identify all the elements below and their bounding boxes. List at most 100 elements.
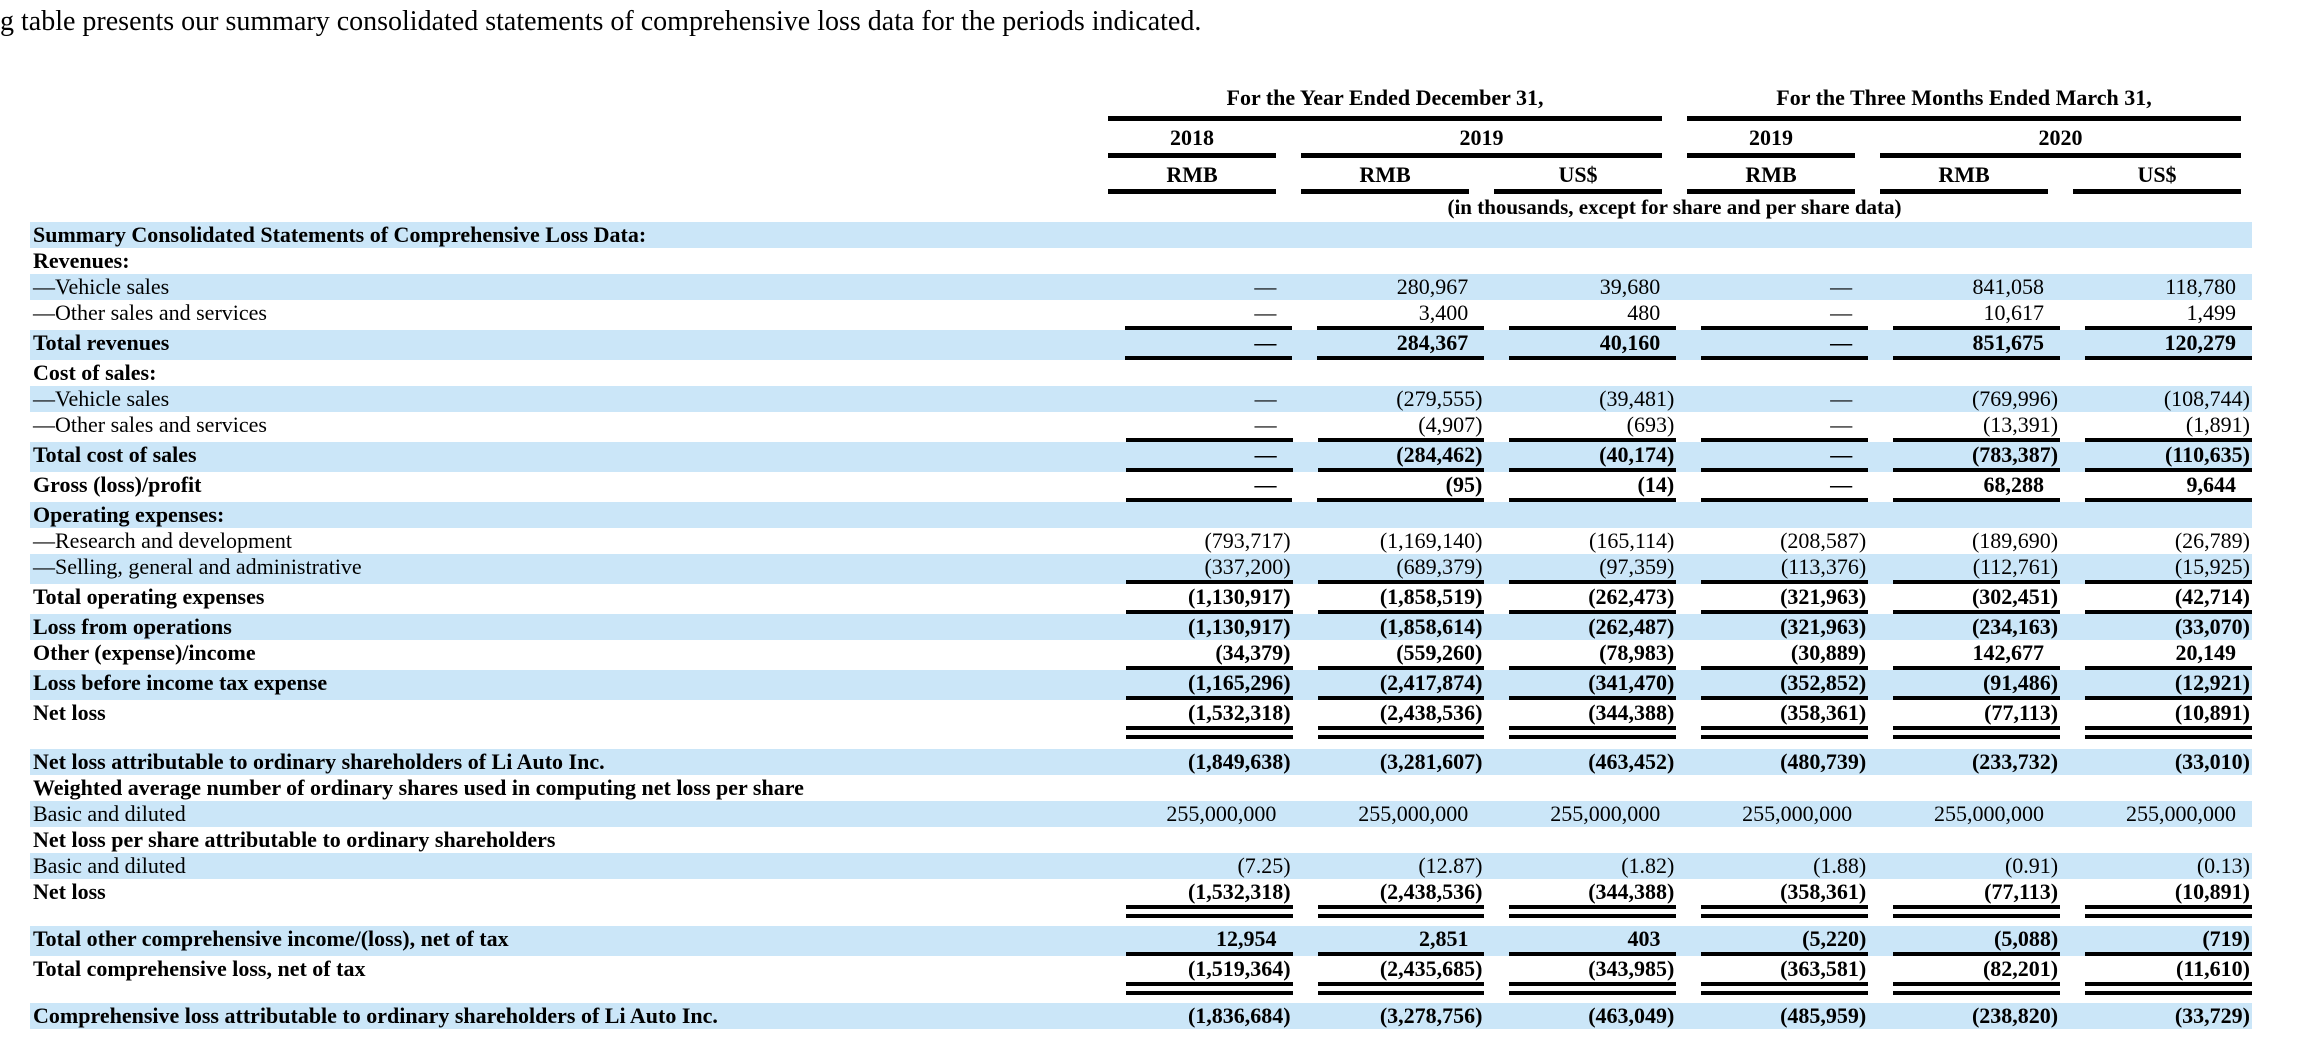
table-row: Net loss (1,532,318) (2,438,536) (344,388) (… [30, 700, 2252, 739]
value-cell: (480,739) [1780, 749, 1867, 774]
value-cell [1126, 360, 1293, 386]
row-label: —Vehicle sales [33, 274, 170, 299]
value-cell: 39,680 [1599, 274, 1661, 299]
table-row: —Vehicle sales — 280,967 39,680 — 841,058 118,… [30, 274, 2252, 300]
header-rule [1108, 189, 1276, 194]
header-currency: RMB [1166, 162, 1218, 187]
value-cell: 68,288 [1893, 472, 2061, 502]
table-row: Total revenues — 284,367 40,160 — 851,675 120,… [30, 330, 2252, 360]
table-row: Comprehensive loss attributable to ordin… [30, 1003, 2252, 1029]
value-cell [2085, 248, 2252, 274]
value-cell [1893, 248, 2060, 274]
value-cell: (5,088) [1893, 926, 2061, 956]
header-rule [1108, 153, 1276, 158]
value-cell: (769,996) [1971, 386, 2059, 411]
header-rule [1301, 153, 1662, 158]
value-cell [1509, 775, 1676, 801]
header-currency: RMB [1938, 162, 1990, 187]
header-rule [1687, 189, 1855, 194]
value-cell: (1,519,364) [1125, 956, 1293, 995]
value-cell [1318, 360, 1485, 386]
value-cell [1701, 360, 1868, 386]
value-cell [1126, 248, 1293, 274]
value-cell [1701, 775, 1868, 801]
table-row: Total cost of sales — (284,462) (40,174) — (7… [30, 442, 2252, 472]
value-cell [1126, 775, 1293, 801]
table-row: Net loss per share attributable to ordin… [30, 827, 2252, 853]
value-cell [1893, 360, 2060, 386]
value-cell: (26,789) [2174, 528, 2250, 553]
value-cell: 1,499 [2085, 300, 2252, 330]
value-cell: (2,435,685) [1317, 956, 1485, 995]
header-currency: RMB [1745, 162, 1797, 187]
value-cell: (12,921) [2085, 670, 2252, 700]
value-cell: (234,163) [1971, 614, 2059, 639]
value-cell: (1.82) [1621, 853, 1675, 878]
value-cell: (42,714) [2085, 584, 2252, 614]
value-cell: 40,160 [1509, 330, 1677, 360]
value-cell: (3,281,607) [1379, 749, 1483, 774]
value-cell: (5,220) [1701, 926, 1869, 956]
value-cell [1509, 827, 1676, 853]
value-cell: (358,361) [1701, 700, 1869, 739]
value-cell: (7.25) [1237, 853, 1291, 878]
value-cell: (321,963) [1701, 584, 1869, 614]
units-note: (in thousands, except for share and per … [1447, 195, 1902, 219]
row-label: Net loss attributable to ordinary shareh… [33, 749, 605, 774]
value-cell [1509, 502, 1676, 528]
value-cell: (1,532,318) [1125, 700, 1293, 739]
row-label: Loss before income tax expense [33, 670, 328, 695]
value-cell: 255,000,000 [1166, 801, 1277, 826]
value-cell: — [1701, 472, 1869, 502]
value-cell: (463,452) [1588, 749, 1675, 774]
value-cell: (10,891) [2085, 879, 2252, 918]
value-cell: (2,417,874) [1317, 670, 1485, 700]
value-cell: (15,925) [2085, 554, 2252, 584]
value-cell: 841,058 [1972, 274, 2045, 299]
value-cell: (34,379) [1125, 640, 1293, 670]
row-label: Revenues: [33, 248, 130, 273]
table-row: Cost of sales: [30, 360, 2252, 386]
value-cell: (358,361) [1701, 879, 1869, 918]
value-cell [1126, 502, 1293, 528]
header-currency: US$ [2137, 162, 2177, 187]
value-cell: (341,470) [1509, 670, 1677, 700]
row-gap [30, 995, 2252, 1003]
row-label: Cost of sales: [33, 360, 157, 385]
value-cell: (1,858,519) [1317, 584, 1485, 614]
header-group-three-months: For the Three Months Ended March 31, [1776, 85, 2152, 110]
value-cell: (363,581) [1701, 956, 1869, 995]
value-cell [1893, 502, 2060, 528]
header-year-2018: 2018 [1170, 125, 1214, 150]
table-row: Total operating expenses (1,130,917) (1,85… [30, 584, 2252, 614]
table-row: Weighted average number of ordinary shar… [30, 775, 2252, 801]
value-cell: (39,481) [1599, 386, 1675, 411]
value-cell [2085, 775, 2252, 801]
value-cell: 255,000,000 [2125, 801, 2236, 826]
value-cell: (321,963) [1780, 614, 1867, 639]
value-cell [1509, 222, 1676, 248]
value-cell: (77,113) [1893, 700, 2061, 739]
value-cell: (693) [1509, 412, 1677, 442]
header-rule [1880, 153, 2241, 158]
value-cell: 480 [1509, 300, 1677, 330]
value-cell [1126, 222, 1293, 248]
row-label: Total operating expenses [33, 584, 265, 609]
value-cell [1318, 775, 1485, 801]
row-gap [30, 918, 2252, 926]
table-row: Net loss (1,532,318) (2,438,536) (344,388) (… [30, 879, 2252, 918]
value-cell [1318, 248, 1485, 274]
header-rule [1494, 189, 1662, 194]
value-cell: (33,070) [2174, 614, 2250, 639]
value-cell: — [1830, 386, 1853, 411]
value-cell [1701, 502, 1868, 528]
value-cell [2085, 360, 2252, 386]
row-label: Gross (loss)/profit [33, 472, 202, 497]
row-label: —Research and development [33, 528, 293, 553]
value-cell [2085, 502, 2252, 528]
header-group-year-ended: For the Year Ended December 31, [1226, 85, 1544, 110]
table-body: Summary Consolidated Statements of Compr… [30, 222, 2253, 1029]
value-cell: — [1125, 472, 1293, 502]
table-row: —Vehicle sales — (279,555) (39,481) — (769,99… [30, 386, 2252, 412]
value-cell [1893, 222, 2060, 248]
